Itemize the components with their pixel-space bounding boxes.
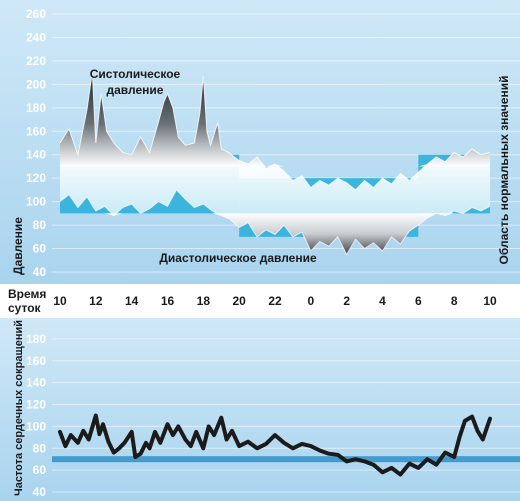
pressure-labels: Давление Область нормальных значений Систо… bbox=[11, 67, 511, 275]
pressure-areas bbox=[59, 72, 491, 256]
heart-rate-panel: 40 60 80 100 120 140 160 180 Частота сердечных … bbox=[0, 318, 520, 501]
pressure-tick-100: 100 bbox=[26, 195, 46, 209]
heart-rate-reference-line bbox=[52, 456, 520, 463]
pressure-tick-180: 180 bbox=[26, 101, 46, 115]
systolic-area bbox=[60, 72, 490, 167]
time-axis-label-line-1: суток bbox=[8, 301, 42, 315]
pressure-tick-200: 200 bbox=[26, 77, 46, 91]
time-tick-10: 6 bbox=[415, 294, 422, 308]
pressure-tick-140: 140 bbox=[26, 148, 46, 162]
heart-rate-axis-label: Частота сердечных сокращений bbox=[13, 320, 25, 496]
heart-rate-tick-160: 160 bbox=[26, 354, 46, 368]
heart-rate-reference bbox=[52, 456, 520, 463]
heart-rate-grid bbox=[52, 338, 520, 493]
time-tick-5: 20 bbox=[232, 294, 246, 308]
time-tick-1: 12 bbox=[89, 294, 103, 308]
heart-rate-tick-60: 60 bbox=[33, 463, 47, 477]
time-tick-6: 22 bbox=[268, 294, 282, 308]
heart-rate-tick-100: 100 bbox=[26, 419, 46, 433]
heart-rate-tick-120: 120 bbox=[26, 398, 46, 412]
systolic-line bbox=[59, 72, 491, 191]
pressure-y-axis: 40 60 80 100 120 140 160 180 200 220 240 260 bbox=[26, 7, 46, 279]
heart-rate-line bbox=[58, 413, 492, 477]
heart-rate-tick-140: 140 bbox=[26, 376, 46, 390]
time-row-background bbox=[0, 284, 520, 318]
heart-rate-y-axis: 40 60 80 100 120 140 160 180 bbox=[26, 332, 46, 499]
heart-rate-tick-180: 180 bbox=[26, 332, 46, 346]
time-tick-7: 0 bbox=[307, 294, 314, 308]
pressure-tick-160: 160 bbox=[26, 124, 46, 138]
pressure-tick-260: 260 bbox=[26, 7, 46, 21]
heart-rate-tick-40: 40 bbox=[33, 485, 47, 499]
heart-rate-labels: Частота сердечных сокращений bbox=[13, 320, 25, 496]
pressure-tick-80: 80 bbox=[33, 218, 47, 232]
time-tick-0: 10 bbox=[53, 294, 67, 308]
time-tick-11: 8 bbox=[451, 294, 458, 308]
systolic-annotation-line-1: давление bbox=[107, 83, 164, 97]
pressure-tick-60: 60 bbox=[33, 242, 47, 256]
time-tick-4: 18 bbox=[197, 294, 211, 308]
pressure-tick-220: 220 bbox=[26, 54, 46, 68]
heart-rate-tick-80: 80 bbox=[33, 441, 47, 455]
diastolic-line bbox=[59, 189, 491, 256]
systolic-annotation-line-0: Систолическое bbox=[90, 67, 181, 81]
normal-range-label: Область нормальных значений bbox=[497, 76, 511, 265]
time-axis-label-line-0: Время bbox=[8, 287, 46, 301]
pressure-tick-240: 240 bbox=[26, 30, 46, 44]
time-tick-8: 2 bbox=[343, 294, 350, 308]
pressure-tick-120: 120 bbox=[26, 171, 46, 185]
time-tick-3: 16 bbox=[161, 294, 175, 308]
pressure-tick-40: 40 bbox=[33, 265, 47, 279]
heart-rate-panel-background bbox=[0, 318, 520, 501]
pressure-panel-background bbox=[0, 0, 520, 284]
time-tick-12: 10 bbox=[483, 294, 497, 308]
time-tick-2: 14 bbox=[125, 294, 139, 308]
pressure-panel: 40 60 80 100 120 140 160 180 200 220 240 260 Давлен… bbox=[0, 0, 520, 284]
pressure-axis-label: Давление bbox=[11, 217, 25, 275]
time-tick-9: 4 bbox=[379, 294, 386, 308]
heart-rate-line-group bbox=[58, 413, 492, 477]
diastolic-annotation-line-0: Диастолическое давление bbox=[159, 251, 317, 265]
